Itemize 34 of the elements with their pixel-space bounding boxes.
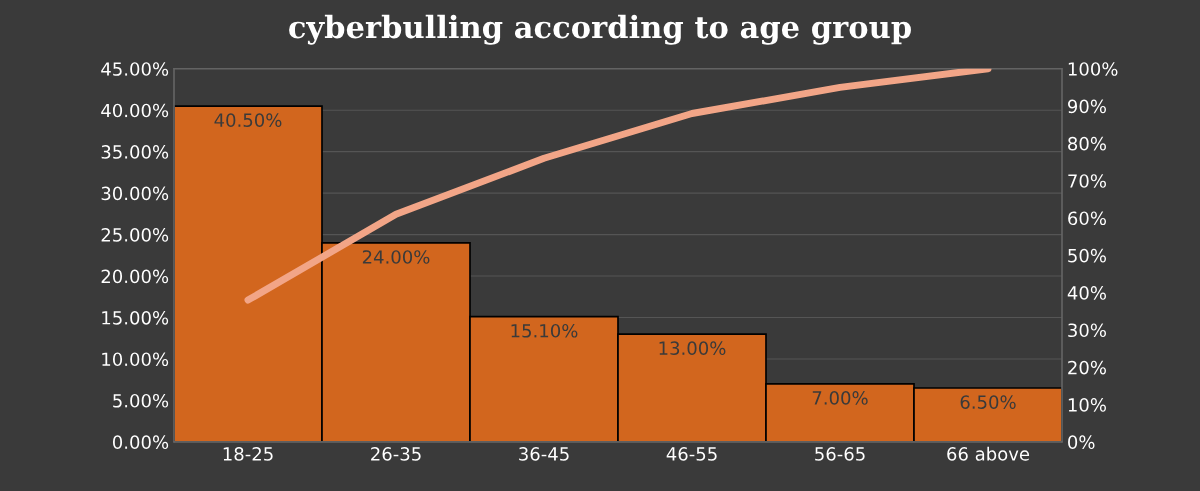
y-tick-label: 35.00% — [101, 145, 169, 159]
data-label: 7.00% — [812, 391, 868, 405]
y2-tick-label: 70% — [1068, 174, 1106, 188]
x-tick-label: 66 above — [947, 446, 1030, 461]
y-tick-label: 10.00% — [102, 352, 169, 367]
y2-tick-label: 0% — [1068, 435, 1095, 450]
y2-tick-label: 50% — [1068, 248, 1106, 263]
y2-tick-label: 80% — [1068, 136, 1106, 151]
y2-tick-label: 60% — [1068, 211, 1106, 226]
x-tick-label: 36-45 — [519, 447, 569, 461]
chart-title: cyberbulling according to age group — [289, 14, 911, 45]
y-tick-label: 0.00% — [112, 435, 169, 450]
y2-tick-label: 90% — [1068, 99, 1106, 114]
y-tick-label: 45.00% — [101, 62, 169, 76]
y-tick-label: 25.00% — [101, 228, 169, 242]
x-tick-label: 18-25 — [223, 447, 273, 461]
x-tick-label: 56-65 — [815, 447, 865, 461]
x-tick-label: 46-55 — [666, 447, 717, 461]
y2-tick-label: 100% — [1068, 62, 1118, 76]
y-tick-label: 5.00% — [113, 393, 169, 408]
y2-tick-label: 40% — [1067, 286, 1106, 300]
data-label: 13.00% — [659, 341, 726, 356]
x-tick-label: 26-35 — [371, 447, 421, 461]
y2-tick-label: 30% — [1068, 323, 1106, 338]
y-tick-label: 15.00% — [102, 310, 169, 325]
data-label: 15.10% — [511, 323, 578, 338]
data-label: 40.50% — [214, 113, 282, 127]
data-label: 24.00% — [362, 250, 430, 264]
y2-tick-label: 20% — [1068, 360, 1106, 375]
data-label: 6.50% — [960, 395, 1016, 409]
y2-tick-label: 10% — [1068, 398, 1106, 412]
y-tick-label: 40.00% — [101, 103, 169, 118]
y-tick-label: 20.00% — [101, 269, 169, 284]
y-tick-label: 30.00% — [101, 186, 169, 201]
